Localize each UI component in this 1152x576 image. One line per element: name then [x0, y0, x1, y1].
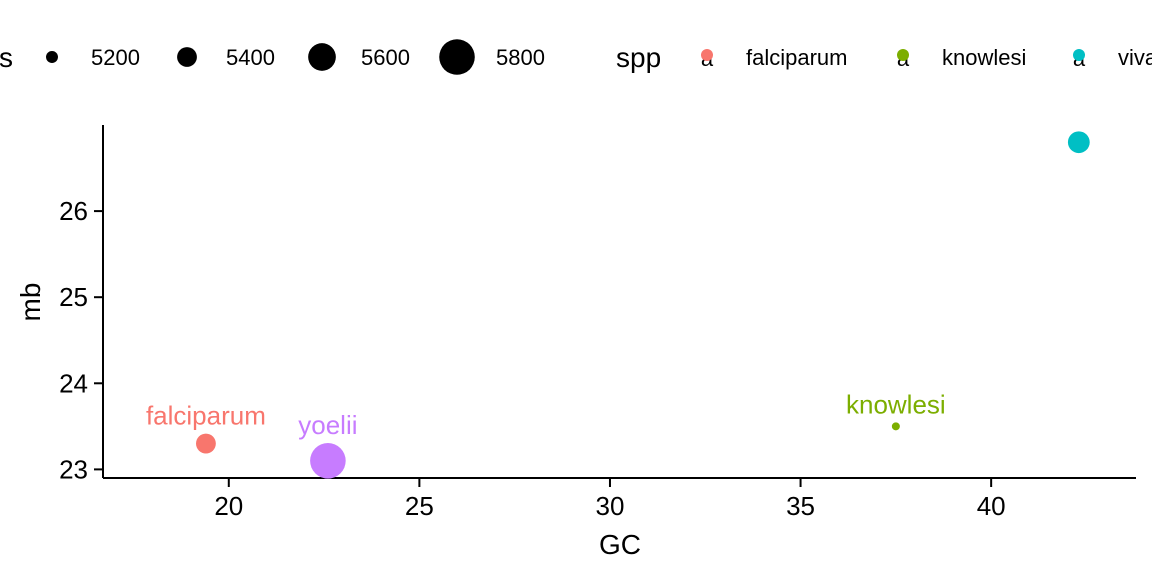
x-tick-label-20: 20: [214, 491, 243, 521]
point-knowlesi: [891, 422, 900, 431]
point-label-yoelii: yoelii: [298, 410, 357, 440]
legend-size-key-5800: [439, 39, 475, 75]
point-falciparum: [196, 433, 216, 454]
point-label-knowlesi: knowlesi: [846, 389, 946, 419]
legend-color-key-knowlesi: [897, 49, 909, 61]
y-tick-label-23: 23: [59, 454, 88, 484]
legend-inner: genes5200540056005800sppafalciparumaknow…: [0, 39, 1152, 75]
legend-color-key-vivax: [1073, 49, 1085, 61]
plot-area: 20 25 30 35 40 23 24 25 26: [59, 125, 1136, 521]
legend-size-label-5200: 5200: [91, 45, 140, 70]
legend: genes5200540056005800sppafalciparumaknow…: [0, 39, 1152, 75]
point-yoelii: [310, 442, 346, 479]
legend-size-label-5400: 5400: [226, 45, 275, 70]
legend-color-label-falciparum: falciparum: [746, 45, 847, 70]
y-tick-label-26: 26: [59, 196, 88, 226]
y-tick-label-25: 25: [59, 282, 88, 312]
legend-color-label-vivax: vivax: [1118, 45, 1152, 70]
legend-size-label-5800: 5800: [496, 45, 545, 70]
legend-size-key-5600: [308, 43, 336, 71]
x-tick-label-35: 35: [786, 491, 815, 521]
x-axis-title: GC: [599, 529, 641, 560]
legend-size-key-5400: [177, 47, 197, 67]
data-marks: falciparum yoelii knowlesi vivax: [146, 98, 1108, 479]
legend-color-title: spp: [616, 42, 661, 73]
legend-color-key-falciparum: [701, 49, 713, 61]
point-label-falciparum: falciparum: [146, 401, 266, 431]
x-tick-label-40: 40: [977, 491, 1006, 521]
x-tick-label-25: 25: [405, 491, 434, 521]
point-vivax: [1067, 131, 1090, 154]
legend-color-label-knowlesi: knowlesi: [942, 45, 1026, 70]
point-label-vivax: vivax: [1049, 98, 1108, 128]
legend-size-title: genes: [0, 42, 13, 73]
y-axis-title: mb: [15, 283, 46, 322]
y-tick-label-24: 24: [59, 368, 88, 398]
x-tick-label-30: 30: [596, 491, 625, 521]
legend-size-label-5600: 5600: [361, 45, 410, 70]
legend-size-key-5200: [46, 51, 58, 63]
clipped-marks: falciparum yoelii knowlesi vivax: [146, 98, 1108, 479]
